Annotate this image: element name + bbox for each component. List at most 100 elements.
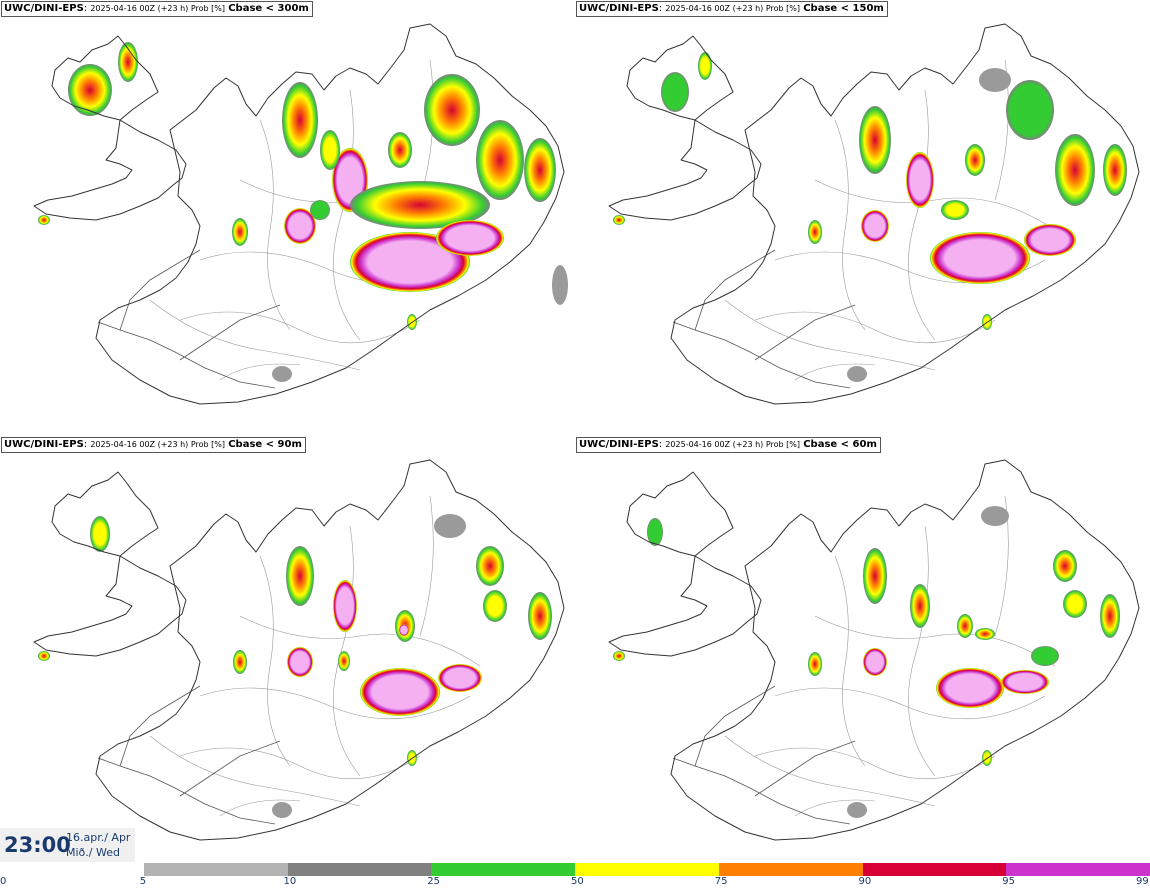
region-border xyxy=(754,311,996,344)
road-line xyxy=(119,249,201,331)
probability-area xyxy=(1053,550,1077,582)
probability-area xyxy=(861,210,889,242)
road-line xyxy=(694,249,776,331)
probability-area xyxy=(941,200,969,220)
probability-area xyxy=(859,106,891,174)
coastline xyxy=(33,459,565,841)
probability-area xyxy=(1103,144,1127,196)
variable-label: Cbase < 60m xyxy=(803,439,877,450)
probability-area xyxy=(436,220,504,256)
colorbar-segment xyxy=(575,863,720,876)
road-line xyxy=(179,304,281,361)
probability-area xyxy=(476,120,524,200)
run-info: 2025-04-16 00Z (+23 h) Prob [%] xyxy=(90,440,226,449)
probability-area xyxy=(1031,646,1059,666)
probability-colorbar: 0 5 10 25 50 75 90 95 99 xyxy=(0,863,1150,891)
probability-area xyxy=(1100,594,1120,638)
probability-area xyxy=(286,546,314,606)
probability-area xyxy=(1055,134,1095,206)
map-panel-90m: UWC/DINI-EPS: 2025-04-16 00Z (+23 h) Pro… xyxy=(0,436,575,872)
probability-area xyxy=(965,144,985,176)
probability-area xyxy=(282,82,318,158)
probability-area xyxy=(847,366,867,382)
probability-area xyxy=(847,802,867,818)
probability-area xyxy=(68,64,112,116)
probability-area xyxy=(38,651,50,661)
map-panel-300m: UWC/DINI-EPS: 2025-04-16 00Z (+23 h) Pro… xyxy=(0,0,575,436)
region-border xyxy=(814,615,1056,667)
road-line xyxy=(179,740,281,797)
probability-area xyxy=(483,590,507,622)
colorbar-tick-label: 25 xyxy=(427,876,440,887)
probability-area xyxy=(1006,80,1054,140)
panel-title: UWC/DINI-EPS: 2025-04-16 00Z (+23 h) Pro… xyxy=(1,437,306,453)
probability-area xyxy=(118,42,138,82)
road-line xyxy=(119,685,201,767)
model-name: UWC/DINI-EPS xyxy=(4,439,84,450)
probability-area xyxy=(338,651,350,671)
probability-area xyxy=(808,220,822,244)
probability-area xyxy=(434,514,466,538)
colorbar-tick-label: 0 xyxy=(0,876,7,887)
colorbar-tick-label: 5 xyxy=(139,876,147,887)
probability-area xyxy=(613,215,625,225)
colorbar-tick-label: 90 xyxy=(858,876,872,887)
probability-area xyxy=(524,138,556,202)
probability-area xyxy=(438,664,482,692)
probability-area xyxy=(350,232,470,292)
colorbar-segment xyxy=(287,863,432,876)
run-info: 2025-04-16 00Z (+23 h) Prob [%] xyxy=(90,4,226,13)
region-border xyxy=(259,119,291,331)
colorbar-segment xyxy=(143,863,288,876)
probability-area xyxy=(399,624,409,636)
valid-time: 23:00 xyxy=(4,833,71,857)
region-border xyxy=(834,555,866,767)
variable-label: Cbase < 300m xyxy=(228,3,309,14)
region-border xyxy=(724,735,936,807)
colorbar-segment xyxy=(1006,863,1150,876)
region-border xyxy=(774,687,1046,720)
probability-area xyxy=(863,648,887,676)
road-line xyxy=(754,304,856,361)
region-border xyxy=(724,299,936,371)
valid-date: 16.apr./ Apr Mið./ Wed xyxy=(66,830,130,860)
probability-area xyxy=(1001,670,1049,694)
region-border xyxy=(179,311,421,344)
iceland-map xyxy=(33,23,568,405)
region-border xyxy=(333,89,361,341)
probability-area xyxy=(981,506,1009,526)
region-border xyxy=(814,179,1056,231)
probability-area xyxy=(936,668,1004,708)
probability-area xyxy=(613,651,625,661)
probability-area xyxy=(287,647,313,677)
region-border xyxy=(754,747,996,780)
probability-area xyxy=(320,130,340,170)
panel-title: UWC/DINI-EPS: 2025-04-16 00Z (+23 h) Pro… xyxy=(576,437,881,453)
region-border xyxy=(834,119,866,331)
region-border xyxy=(199,687,471,720)
region-border xyxy=(239,615,481,667)
probability-area xyxy=(232,218,248,246)
region-border xyxy=(149,299,361,371)
probability-area xyxy=(910,584,930,628)
region-border xyxy=(179,747,421,780)
probability-area xyxy=(38,215,50,225)
probability-area xyxy=(90,516,110,552)
probability-area xyxy=(272,802,292,818)
probability-area xyxy=(310,200,330,220)
region-border xyxy=(908,525,936,777)
colorbar-segment xyxy=(718,863,863,876)
colorbar-tick-label: 95 xyxy=(1002,876,1015,887)
colorbar-tick-label: 99 xyxy=(1136,876,1149,887)
probability-area xyxy=(930,232,1030,284)
region-border xyxy=(149,735,361,807)
valid-date-line1: 16.apr./ Apr xyxy=(66,831,131,844)
colorbar-tick-label: 50 xyxy=(571,876,584,887)
region-border xyxy=(908,89,936,341)
probability-area xyxy=(647,518,663,546)
probability-area xyxy=(863,548,887,604)
map-panel-60m: UWC/DINI-EPS: 2025-04-16 00Z (+23 h) Pro… xyxy=(575,436,1150,872)
variable-label: Cbase < 150m xyxy=(803,3,884,14)
colorbar-segment xyxy=(0,863,145,876)
coastline xyxy=(608,459,1140,841)
